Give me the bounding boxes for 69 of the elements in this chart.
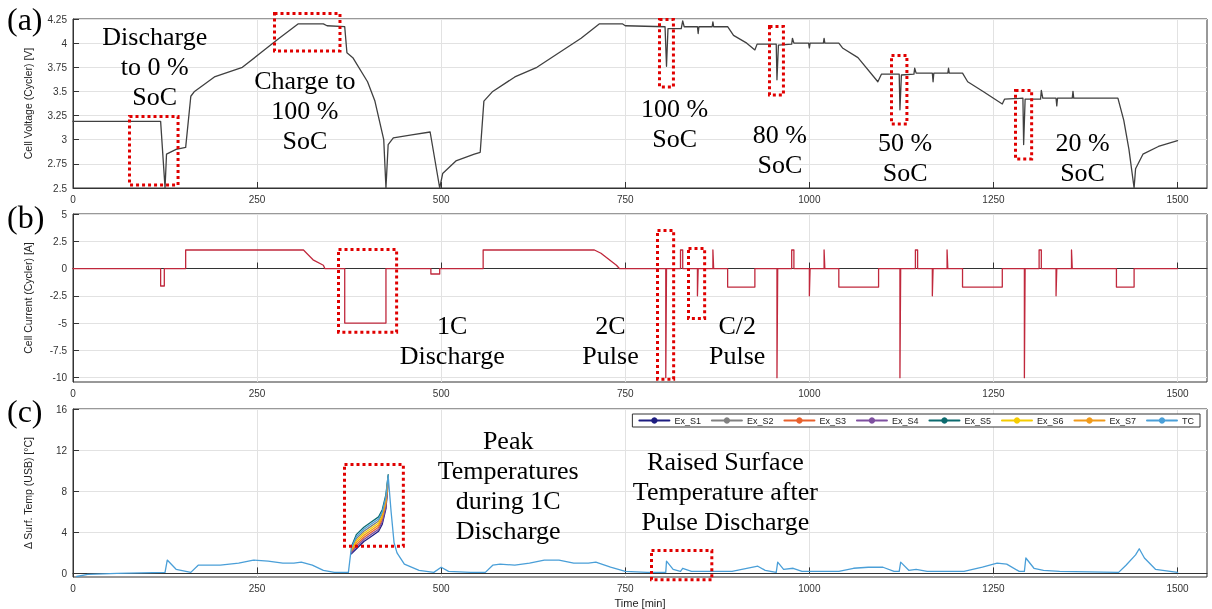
- x-tick-label: 1000: [798, 582, 821, 594]
- annotation: 2C Pulse: [581, 311, 640, 372]
- x-tick-label: 500: [432, 582, 450, 594]
- legend-label: Ex_S3: [819, 415, 846, 426]
- chart-title: (a): [7, 1, 43, 37]
- y-tick-label: 0: [61, 567, 68, 579]
- x-tick-label: 500: [432, 193, 450, 205]
- line-series: [72, 249, 1179, 379]
- y-tick-label: 3.5: [53, 85, 68, 97]
- chart-title: (c): [7, 393, 43, 429]
- x-tick-label: 750: [616, 582, 635, 594]
- legend-label: Ex_S6: [1036, 415, 1064, 426]
- line-series: [72, 20, 1179, 189]
- legend-label: TC: [1182, 415, 1195, 426]
- y-tick-label: 5: [61, 208, 68, 220]
- y-tick-label: 0: [61, 263, 68, 275]
- x-tick-label: 750: [616, 193, 635, 205]
- y-tick-label: 12: [55, 444, 68, 456]
- chart-title: (b): [7, 199, 45, 235]
- legend-label: Ex_S2: [746, 415, 774, 426]
- x-tick-label: 1250: [982, 582, 1006, 594]
- x-tick-label: 1500: [1166, 387, 1190, 399]
- y-tick-label: 3: [61, 134, 68, 146]
- x-tick-label: 750: [616, 387, 635, 399]
- y-tick-label: 2.5: [53, 182, 68, 194]
- x-tick-label: 1500: [1166, 582, 1190, 594]
- legend-label: Ex_S5: [964, 415, 991, 426]
- x-tick-label: 1500: [1166, 193, 1190, 205]
- x-axis-title: Time [min]: [614, 597, 666, 609]
- legend-label: Ex_S1: [674, 415, 701, 426]
- x-tick-label: 1000: [798, 387, 821, 399]
- x-tick-label: 1250: [982, 193, 1006, 205]
- annotation: Discharge to 0 % SoC: [101, 21, 209, 112]
- annotation: 20 % SoC: [1054, 128, 1111, 189]
- y-axis-title: Cell Voltage (Cycler) [V]: [21, 47, 34, 160]
- annotation: 1C Discharge: [398, 311, 506, 372]
- annotation: C/2 Pulse: [708, 311, 767, 372]
- y-axis-title: Cell Current (Cycler) [A]: [21, 242, 34, 354]
- y-tick-label: -5: [58, 317, 68, 329]
- y-tick-label: 16: [55, 403, 68, 415]
- x-tick-label: 500: [432, 387, 450, 399]
- annotation: 100 % SoC: [640, 94, 710, 155]
- y-axis-title: Δ Surf. Temp (USB) [°C]: [21, 436, 34, 549]
- y-tick-label: -10: [52, 372, 68, 384]
- legend-label: Ex_S4: [891, 415, 919, 426]
- y-tick-label: 2.5: [53, 235, 68, 247]
- x-tick-label: 250: [248, 387, 266, 399]
- y-tick-label: -7.5: [49, 344, 68, 356]
- annotation: 80 % SoC: [751, 120, 808, 181]
- x-tick-label: 0: [70, 193, 77, 205]
- annotation: 50 % SoC: [877, 128, 934, 189]
- legend-label: Ex_S7: [1109, 415, 1137, 426]
- x-tick-label: 1000: [798, 193, 821, 205]
- y-tick-label: 3.75: [47, 61, 68, 73]
- annotation: Raised Surface Temperature after Pulse Discharge: [631, 447, 819, 538]
- annotation: Peak Temperatures during 1C Discharge: [436, 426, 580, 547]
- y-tick-label: 4.25: [47, 13, 68, 25]
- annotation: Charge to 100 % SoC: [253, 66, 357, 157]
- y-tick-label: 4: [61, 526, 68, 538]
- x-tick-label: 250: [248, 193, 266, 205]
- y-tick-label: 4: [61, 37, 68, 49]
- x-tick-label: 1250: [982, 387, 1006, 399]
- y-tick-label: 8: [61, 485, 68, 497]
- x-tick-label: 0: [70, 387, 77, 399]
- y-tick-label: -2.5: [49, 290, 68, 302]
- x-tick-label: 0: [70, 582, 77, 594]
- y-tick-label: 2.75: [47, 158, 68, 170]
- y-tick-label: 3.25: [47, 110, 68, 122]
- x-tick-label: 250: [248, 582, 266, 594]
